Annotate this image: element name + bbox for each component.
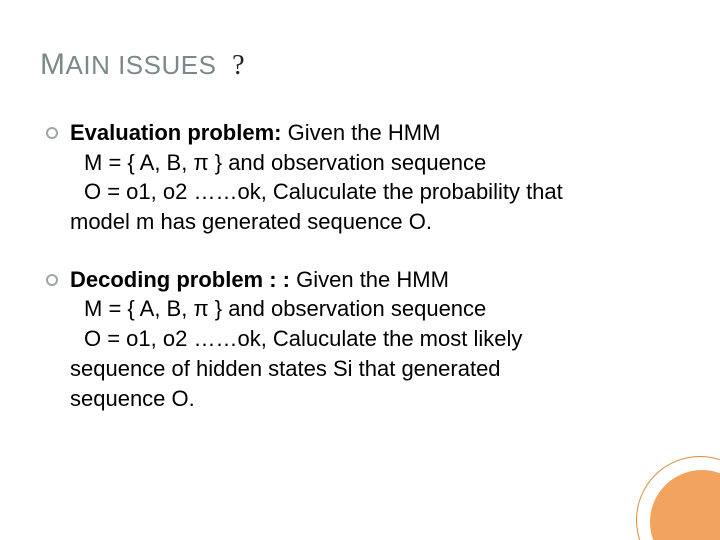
bullet-text: O = o1, o2 ……ok, Caluculate the most lik… (70, 324, 680, 354)
bullet-bold: Evaluation problem: (70, 120, 281, 145)
list-item: Decoding problem : : Given the HMM M = {… (46, 265, 680, 413)
bullet-body: Evaluation problem: Given the HMM M = { … (70, 118, 680, 237)
slide-title: MAIN ISSUES ? (40, 48, 680, 82)
slide: MAIN ISSUES ? Evaluation problem: Given … (0, 0, 720, 540)
bullet-text: M = { A, B, π } and observation sequence (70, 148, 680, 178)
title-first-letter: M (40, 48, 66, 81)
bullet-bold: Decoding problem : : (70, 267, 290, 292)
bullet-text: Given the HMM (290, 267, 449, 292)
bullet-text: sequence of hidden states Si that genera… (70, 354, 680, 384)
bullet-marker-icon (46, 127, 58, 139)
bullet-text: sequence O. (70, 384, 680, 414)
bullet-list: Evaluation problem: Given the HMM M = { … (40, 118, 680, 413)
list-item: Evaluation problem: Given the HMM M = { … (46, 118, 680, 237)
title-rest: AIN ISSUES (66, 50, 217, 80)
bullet-text: M = { A, B, π } and observation sequence (70, 294, 680, 324)
title-question-mark: ? (232, 50, 245, 81)
bullet-marker-icon (46, 274, 58, 286)
bullet-text: O = o1, o2 ……ok, Caluculate the probabil… (70, 177, 680, 207)
bullet-body: Decoding problem : : Given the HMM M = {… (70, 265, 680, 413)
bullet-text: model m has generated sequence O. (70, 207, 680, 237)
bullet-text: Given the HMM (281, 120, 440, 145)
